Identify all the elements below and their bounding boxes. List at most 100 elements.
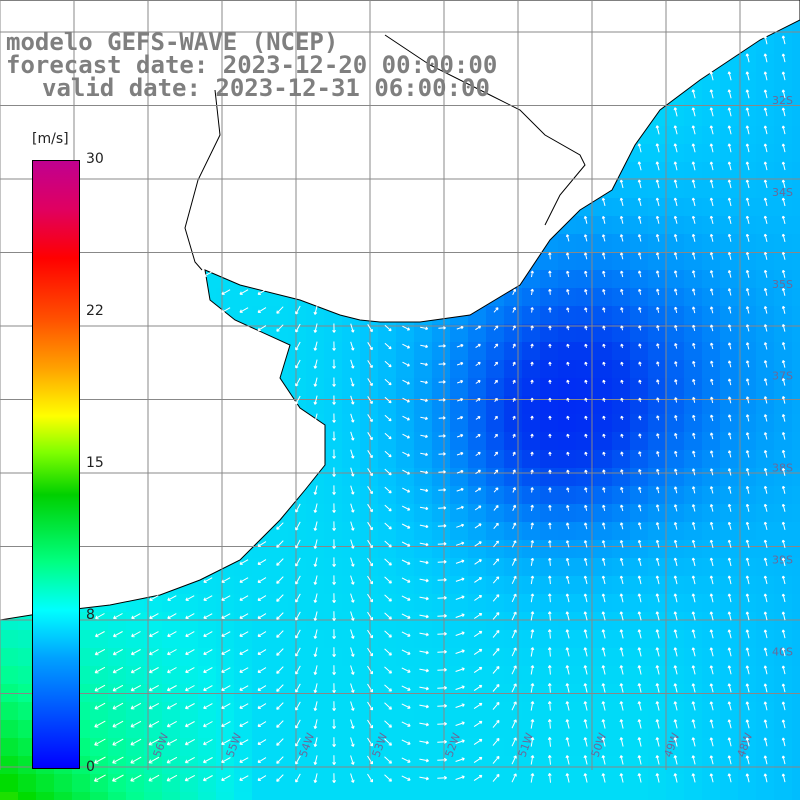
wind-arrow <box>367 450 373 459</box>
wind-speed-cell <box>594 414 613 433</box>
wind-arrow <box>367 773 373 783</box>
wind-speed-cell <box>324 522 343 541</box>
wind-speed-cell <box>540 792 559 800</box>
wind-arrow <box>367 737 373 747</box>
wind-arrow <box>332 719 337 729</box>
wind-arrow <box>474 541 482 547</box>
wind-arrow <box>367 701 373 711</box>
wind-arrow <box>637 215 642 224</box>
wind-speed-cell <box>252 558 271 577</box>
wind-speed-cell <box>576 558 595 577</box>
wind-speed-cell <box>324 756 343 775</box>
wind-speed-cell <box>774 162 793 181</box>
wind-arrow <box>745 611 750 621</box>
wind-arrow <box>494 451 499 457</box>
wind-speed-cell <box>666 756 685 775</box>
wind-arrow <box>673 143 678 153</box>
wind-speed-cell <box>648 666 667 685</box>
wind-speed-cell <box>576 324 595 343</box>
wind-arrow <box>637 737 642 747</box>
wind-arrow <box>709 324 714 332</box>
wind-speed-cell <box>162 774 181 793</box>
wind-arrow <box>763 251 768 260</box>
wind-arrow <box>530 487 534 493</box>
wind-arrow <box>727 432 732 440</box>
wind-arrow <box>494 397 498 403</box>
wind-speed-cell <box>630 630 649 649</box>
wind-speed-cell <box>612 324 631 343</box>
wind-arrow <box>691 719 696 729</box>
wind-arrow <box>276 594 284 602</box>
wind-arrow <box>745 143 750 153</box>
wind-arrow <box>583 665 588 675</box>
wind-arrow <box>512 288 517 296</box>
wind-speed-cell <box>306 504 325 523</box>
wind-arrow <box>602 361 606 367</box>
wind-speed-cell <box>612 540 631 559</box>
wind-speed-cell <box>756 702 775 721</box>
wind-speed-cell <box>666 450 685 469</box>
wind-speed-cell <box>288 540 307 559</box>
wind-speed-cell <box>108 702 127 721</box>
wind-speed-cell <box>270 576 289 595</box>
wind-arrow <box>511 557 517 566</box>
wind-arrow <box>473 630 483 638</box>
wind-speed-cell <box>576 666 595 685</box>
wind-speed-cell <box>198 792 217 800</box>
wind-arrow <box>350 719 355 729</box>
wind-speed-cell <box>198 648 217 667</box>
wind-speed-cell <box>522 378 541 397</box>
wind-speed-cell <box>414 360 433 379</box>
wind-arrow <box>313 647 318 657</box>
wind-speed-cell <box>396 666 415 685</box>
wind-arrow <box>583 755 588 765</box>
wind-arrow <box>566 361 570 367</box>
wind-arrow <box>384 756 392 764</box>
wind-speed-cell <box>630 342 649 361</box>
wind-arrow <box>745 233 750 242</box>
wind-arrow <box>727 755 732 765</box>
wind-arrow <box>637 665 642 675</box>
wind-speed-cell <box>738 522 757 541</box>
wind-speed-cell <box>774 36 793 55</box>
wind-speed-cell <box>702 792 721 800</box>
wind-arrow <box>384 378 392 386</box>
wind-arrow <box>350 647 355 657</box>
wind-arrow <box>257 325 267 331</box>
wind-arrow <box>691 179 696 189</box>
wind-speed-cell <box>360 738 379 757</box>
wind-arrow <box>384 540 392 548</box>
wind-arrow <box>620 469 624 475</box>
wind-speed-cell <box>270 558 289 577</box>
wind-arrow <box>494 433 498 439</box>
wind-speed-cell <box>288 342 307 361</box>
wind-arrow <box>257 685 267 691</box>
wind-arrow <box>276 522 284 530</box>
wind-arrow <box>548 487 552 493</box>
wind-speed-cell <box>90 612 109 631</box>
wind-speed-cell <box>540 360 559 379</box>
wind-speed-cell <box>540 594 559 613</box>
wind-speed-cell <box>558 666 577 685</box>
wind-speed-cell <box>702 216 721 235</box>
wind-speed-cell <box>288 378 307 397</box>
wind-arrow <box>745 360 750 368</box>
wind-speed-cell <box>792 288 800 307</box>
wind-speed-cell <box>288 756 307 775</box>
wind-arrow <box>709 233 714 242</box>
wind-speed-cell <box>396 756 415 775</box>
wind-arrow <box>438 380 446 384</box>
wind-arrow <box>239 685 249 691</box>
wind-arrow <box>512 487 516 493</box>
wind-speed-cell <box>198 666 217 685</box>
wind-speed-cell <box>576 342 595 361</box>
wind-arrow <box>620 451 624 457</box>
wind-speed-cell <box>576 234 595 253</box>
wind-arrow <box>512 433 516 439</box>
wind-arrow <box>512 451 516 457</box>
wind-speed-cell <box>360 486 379 505</box>
wind-arrow <box>530 683 535 693</box>
wind-arrow <box>601 197 606 207</box>
wind-arrow <box>367 593 373 603</box>
wind-speed-cell <box>432 432 451 451</box>
